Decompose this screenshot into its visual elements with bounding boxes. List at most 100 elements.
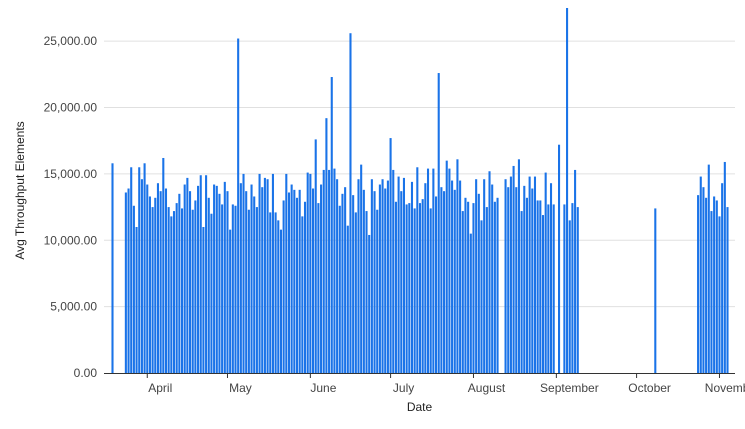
bar	[269, 212, 272, 373]
bar	[162, 157, 165, 373]
bar	[574, 169, 577, 373]
bar	[491, 184, 494, 373]
bar	[515, 187, 518, 373]
bar	[130, 167, 133, 373]
bar	[459, 180, 462, 373]
bar	[536, 200, 539, 373]
bar	[183, 184, 186, 373]
bar	[376, 209, 379, 373]
bar	[156, 183, 159, 373]
bar	[247, 209, 250, 373]
bar	[338, 205, 341, 373]
bar	[699, 176, 702, 373]
bar	[271, 173, 274, 373]
bar	[172, 211, 176, 373]
bar	[239, 183, 242, 373]
bar	[429, 208, 432, 373]
bar	[333, 168, 336, 373]
bar	[213, 184, 216, 373]
bar	[453, 189, 456, 373]
bar	[293, 189, 296, 373]
bar	[175, 203, 178, 373]
bar	[467, 201, 470, 373]
y-tick-label: 15,000.00	[44, 167, 98, 181]
bar	[205, 175, 208, 373]
bar	[191, 209, 194, 373]
bar	[531, 188, 534, 373]
bar	[480, 220, 483, 373]
bar	[325, 118, 328, 373]
bar	[282, 200, 285, 373]
bar	[170, 216, 173, 373]
bar	[571, 203, 574, 373]
bar	[392, 169, 395, 373]
bar	[309, 173, 312, 373]
bar	[373, 191, 376, 373]
bar	[127, 188, 130, 373]
bar	[207, 197, 210, 373]
bar	[475, 179, 478, 373]
bar	[186, 177, 189, 373]
bar	[496, 197, 499, 373]
bar	[504, 179, 507, 373]
bar	[710, 211, 713, 373]
bar	[697, 195, 700, 373]
bar	[437, 73, 440, 373]
bar	[563, 204, 566, 373]
bar	[360, 164, 363, 373]
bar	[485, 207, 488, 373]
bar	[277, 220, 280, 373]
bar	[707, 164, 710, 373]
bar	[301, 216, 304, 373]
bar	[234, 205, 237, 373]
bar	[322, 169, 325, 373]
bar	[424, 183, 427, 373]
bar	[266, 179, 269, 373]
bar	[402, 177, 405, 373]
bar	[443, 191, 446, 373]
bar	[295, 197, 299, 373]
bar	[469, 233, 472, 373]
bar	[231, 204, 234, 373]
bar	[320, 184, 323, 373]
bar	[194, 200, 197, 373]
x-tick-label: June	[310, 381, 336, 395]
bar	[154, 197, 157, 373]
bar	[507, 187, 510, 373]
bar	[330, 77, 333, 373]
bar	[263, 177, 266, 373]
bar	[159, 191, 162, 373]
bar	[440, 187, 443, 373]
x-tick-label: August	[468, 381, 506, 395]
bar	[488, 171, 491, 373]
bar	[541, 215, 545, 373]
bar	[354, 212, 357, 373]
bar	[445, 160, 448, 373]
bar	[124, 192, 127, 373]
bar	[226, 191, 229, 373]
bar	[435, 196, 438, 373]
bar	[132, 205, 135, 373]
x-tick-label: October	[628, 381, 671, 395]
bar	[229, 229, 232, 373]
bar	[218, 193, 221, 373]
x-tick-label: May	[229, 381, 252, 395]
y-tick-label: 20,000.00	[44, 101, 98, 115]
y-tick-label: 0.00	[74, 366, 98, 380]
y-tick-labels: 0.00 5,000.00 10,000.00 15,000.00 20,000.00 2…	[44, 34, 98, 380]
bar	[290, 184, 293, 373]
bar	[461, 211, 464, 373]
bar	[255, 207, 258, 373]
bar	[253, 196, 256, 373]
bar	[279, 229, 282, 373]
bar	[298, 189, 301, 373]
bar	[140, 179, 143, 373]
bar	[405, 204, 408, 373]
x-axis-title: Date	[407, 400, 433, 414]
bar	[386, 180, 389, 373]
bar	[525, 197, 528, 373]
bar	[223, 181, 226, 373]
bar	[180, 208, 184, 373]
bar	[362, 189, 365, 373]
